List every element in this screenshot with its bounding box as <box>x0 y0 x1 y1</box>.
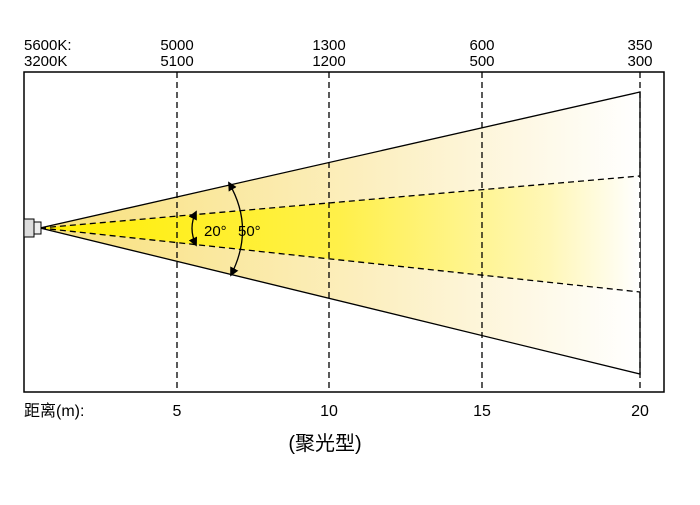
outer-angle-arc <box>228 181 244 277</box>
distance: 10 <box>320 403 338 420</box>
lamp-lens <box>33 221 42 235</box>
inner-angle-arc <box>188 210 198 247</box>
caption: (聚光型) <box>288 432 361 455</box>
lux-5600k: 350 <box>627 37 652 54</box>
lamp <box>23 218 35 238</box>
inner-edge <box>39 175 641 229</box>
inner-beam <box>40 176 640 292</box>
outer-angle: 50° <box>238 223 261 240</box>
lux-3200k: 500 <box>469 53 494 70</box>
lux-5600k: 1300 <box>312 37 345 54</box>
distance: 15 <box>473 403 491 420</box>
lux-3200k: 1200 <box>312 53 345 70</box>
row-label: 5600K: <box>24 37 72 54</box>
inner-angle: 20° <box>204 223 227 240</box>
distance: 20 <box>631 403 649 420</box>
distance: 5 <box>173 403 182 420</box>
distance-label: 距离(m): <box>24 402 84 420</box>
lux-3200k: 5100 <box>160 53 193 70</box>
inner-edge <box>39 227 641 293</box>
row-label: 3200K <box>24 53 67 70</box>
lux-5600k: 5000 <box>160 37 193 54</box>
lux-5600k: 600 <box>469 37 494 54</box>
lux-3200k: 300 <box>627 53 652 70</box>
